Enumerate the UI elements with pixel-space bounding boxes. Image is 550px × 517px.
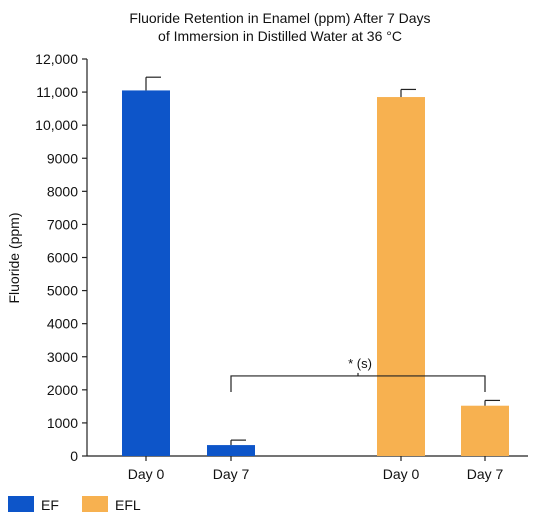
x-axis: [87, 455, 528, 461]
x-tick-label: Day 7: [467, 466, 504, 482]
error-bars: [145, 76, 500, 446]
y-tick-label: 8000: [47, 183, 78, 199]
significance-label: * (s): [348, 356, 372, 371]
legend-label-efl: EFL: [115, 497, 141, 513]
y-tick-label: 4000: [47, 316, 78, 332]
chart-title-line-2: of Immersion in Distilled Water at 36 °C: [158, 28, 402, 44]
x-tick-labels: Day 0 Day 7 Day 0 Day 7: [128, 466, 504, 482]
x-tick-label: Day 0: [128, 466, 165, 482]
y-tick-label: 2000: [47, 382, 78, 398]
y-tick-label: 10,000: [35, 117, 78, 133]
legend-label-ef: EF: [41, 497, 59, 513]
bar-efl-day-0: [377, 97, 425, 456]
x-tick-label: Day 7: [213, 466, 250, 482]
y-tick-label: 7000: [47, 216, 78, 232]
bars: [122, 90, 509, 456]
legend-swatch-ef: [8, 496, 34, 512]
y-tick-label: 1000: [47, 415, 78, 431]
y-tick-label: 6000: [47, 250, 78, 266]
bar-efl-day-7: [461, 405, 509, 456]
y-tick-label: 5000: [47, 283, 78, 299]
bar-ef-day-0: [122, 90, 170, 456]
significance-annotation: * (s): [230, 356, 486, 392]
y-axis-label: Fluoride (ppm): [6, 212, 22, 303]
legend: EF EFL: [8, 496, 141, 513]
significance-bracket: [230, 375, 486, 392]
y-tick-label: 11,000: [36, 84, 78, 100]
bar-ef-day-7: [207, 445, 255, 456]
y-tick-label: 0: [70, 448, 78, 464]
chart-title-line-1: Fluoride Retention in Enamel (ppm) After…: [129, 10, 430, 26]
y-tick-label: 3000: [47, 349, 78, 365]
legend-swatch-efl: [82, 496, 108, 512]
y-tick-label: 9000: [47, 150, 78, 166]
y-tick-label: 12,000: [35, 51, 78, 67]
x-tick-label: Day 0: [383, 466, 420, 482]
y-axis: 0 1000 2000 3000 4000 5000 6000 7000 8000 9000 10,…: [35, 51, 88, 464]
